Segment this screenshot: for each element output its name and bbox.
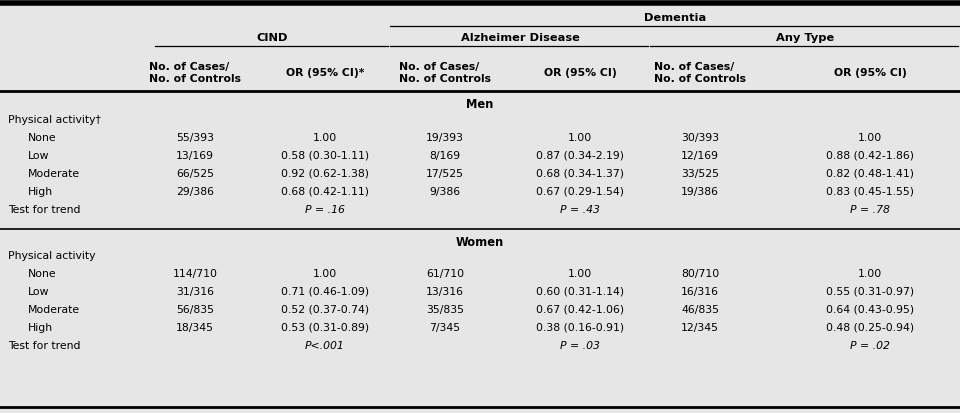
Text: 1.00: 1.00 (313, 268, 337, 278)
Text: 0.87 (0.34-2.19): 0.87 (0.34-2.19) (536, 151, 624, 161)
Text: High: High (28, 187, 53, 197)
Text: 0.71 (0.46-1.09): 0.71 (0.46-1.09) (281, 286, 369, 296)
Text: None: None (28, 268, 57, 278)
Text: CIND: CIND (256, 33, 288, 43)
Text: 0.83 (0.45-1.55): 0.83 (0.45-1.55) (826, 187, 914, 197)
Text: 0.92 (0.62-1.38): 0.92 (0.62-1.38) (281, 169, 369, 178)
Text: 61/710: 61/710 (426, 268, 464, 278)
Text: OR (95% CI): OR (95% CI) (543, 68, 616, 78)
Text: 55/393: 55/393 (176, 133, 214, 142)
Text: 1.00: 1.00 (858, 133, 882, 142)
Text: 30/393: 30/393 (681, 133, 719, 142)
Text: 13/169: 13/169 (176, 151, 214, 161)
Text: 80/710: 80/710 (681, 268, 719, 278)
Text: 19/393: 19/393 (426, 133, 464, 142)
Text: 19/386: 19/386 (681, 187, 719, 197)
Text: Moderate: Moderate (28, 304, 80, 314)
Text: 0.82 (0.48-1.41): 0.82 (0.48-1.41) (826, 169, 914, 178)
Text: No. of Cases/
No. of Controls: No. of Cases/ No. of Controls (654, 62, 746, 84)
Text: 1.00: 1.00 (568, 268, 592, 278)
Text: 12/345: 12/345 (681, 322, 719, 332)
Text: 56/835: 56/835 (176, 304, 214, 314)
Text: 33/525: 33/525 (681, 169, 719, 178)
Text: P = .03: P = .03 (560, 340, 600, 350)
Text: 13/316: 13/316 (426, 286, 464, 296)
Text: P<.001: P<.001 (305, 340, 345, 350)
Text: 18/345: 18/345 (176, 322, 214, 332)
Text: P = .16: P = .16 (305, 204, 345, 214)
Text: Physical activity†: Physical activity† (8, 115, 101, 125)
Text: Physical activity: Physical activity (8, 250, 95, 260)
Text: Men: Men (467, 98, 493, 111)
Text: 0.67 (0.29-1.54): 0.67 (0.29-1.54) (536, 187, 624, 197)
Text: P = .02: P = .02 (850, 340, 890, 350)
Text: 1.00: 1.00 (313, 133, 337, 142)
Text: Any Type: Any Type (776, 33, 834, 43)
Text: 0.52 (0.37-0.74): 0.52 (0.37-0.74) (281, 304, 369, 314)
Text: Test for trend: Test for trend (8, 204, 81, 214)
Text: P = .78: P = .78 (850, 204, 890, 214)
Text: 12/169: 12/169 (681, 151, 719, 161)
Text: Low: Low (28, 286, 50, 296)
Text: 17/525: 17/525 (426, 169, 464, 178)
Text: No. of Cases/
No. of Controls: No. of Cases/ No. of Controls (399, 62, 491, 84)
Text: 66/525: 66/525 (176, 169, 214, 178)
Text: No. of Cases/
No. of Controls: No. of Cases/ No. of Controls (149, 62, 241, 84)
Text: 9/386: 9/386 (429, 187, 461, 197)
Text: 0.60 (0.31-1.14): 0.60 (0.31-1.14) (536, 286, 624, 296)
Text: 0.38 (0.16-0.91): 0.38 (0.16-0.91) (536, 322, 624, 332)
Text: OR (95% CI): OR (95% CI) (833, 68, 906, 78)
Text: 29/386: 29/386 (176, 187, 214, 197)
Text: 0.67 (0.42-1.06): 0.67 (0.42-1.06) (536, 304, 624, 314)
Text: 31/316: 31/316 (176, 286, 214, 296)
Text: 0.48 (0.25-0.94): 0.48 (0.25-0.94) (826, 322, 914, 332)
Text: Alzheimer Disease: Alzheimer Disease (461, 33, 580, 43)
Text: Dementia: Dementia (644, 13, 707, 23)
Text: 0.58 (0.30-1.11): 0.58 (0.30-1.11) (281, 151, 369, 161)
Text: 16/316: 16/316 (681, 286, 719, 296)
Text: 0.88 (0.42-1.86): 0.88 (0.42-1.86) (826, 151, 914, 161)
Text: 8/169: 8/169 (429, 151, 461, 161)
Text: Test for trend: Test for trend (8, 340, 81, 350)
Text: 7/345: 7/345 (429, 322, 461, 332)
Text: High: High (28, 322, 53, 332)
Text: 35/835: 35/835 (426, 304, 464, 314)
Text: 0.64 (0.43-0.95): 0.64 (0.43-0.95) (826, 304, 914, 314)
Text: P = .43: P = .43 (560, 204, 600, 214)
Text: 0.53 (0.31-0.89): 0.53 (0.31-0.89) (281, 322, 369, 332)
Text: Women: Women (456, 236, 504, 249)
Text: OR (95% CI)*: OR (95% CI)* (286, 68, 364, 78)
Text: 0.68 (0.34-1.37): 0.68 (0.34-1.37) (536, 169, 624, 178)
Text: 0.55 (0.31-0.97): 0.55 (0.31-0.97) (826, 286, 914, 296)
Text: Moderate: Moderate (28, 169, 80, 178)
Text: None: None (28, 133, 57, 142)
Text: 1.00: 1.00 (858, 268, 882, 278)
Text: 1.00: 1.00 (568, 133, 592, 142)
Text: 0.68 (0.42-1.11): 0.68 (0.42-1.11) (281, 187, 369, 197)
Text: 46/835: 46/835 (681, 304, 719, 314)
Text: Low: Low (28, 151, 50, 161)
Text: 114/710: 114/710 (173, 268, 218, 278)
